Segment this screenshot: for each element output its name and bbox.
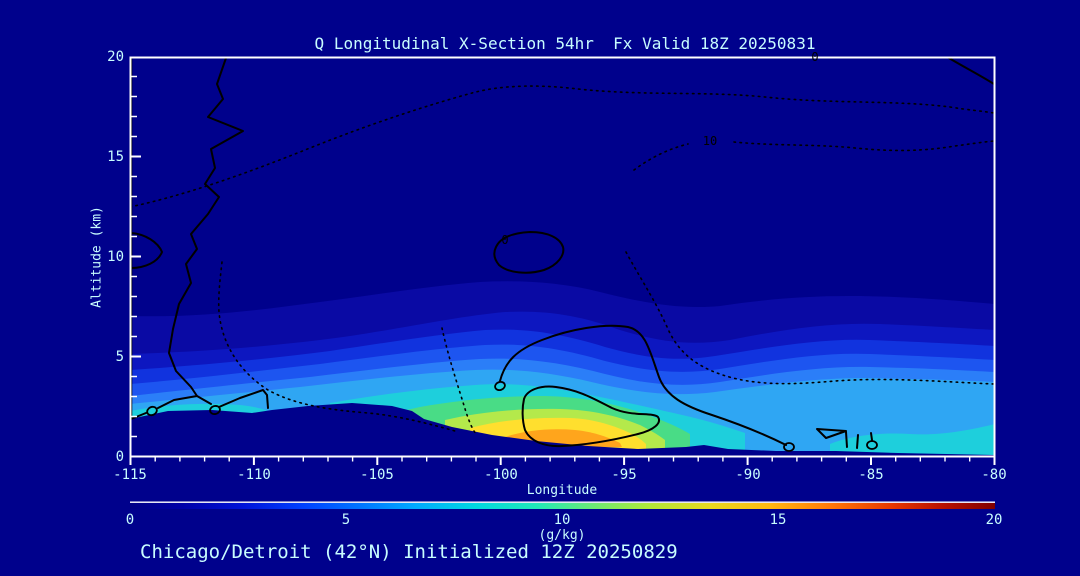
x-axis-label: Longitude	[526, 483, 598, 498]
x-tick--105: -105	[360, 467, 394, 483]
figure-caption: Chicago/Detroit (42°N) Initialized 12Z 2…	[140, 541, 678, 563]
contour-label-zero: 0	[501, 233, 509, 247]
x-tick--115: -115	[113, 467, 147, 483]
contour-label-ten: 10	[702, 134, 718, 148]
x-tick--95: -95	[611, 467, 637, 483]
colorbar-tick-0: 0	[125, 512, 135, 528]
y-tick-10: 10	[107, 249, 124, 265]
colorbar-tick-15: 15	[769, 512, 787, 528]
y-tick-5: 5	[115, 349, 124, 365]
y-tick-20: 20	[107, 49, 124, 65]
plot-title: Q Longitudinal X-Section 54hr Fx Valid 1…	[314, 34, 816, 53]
y-tick-0: 0	[115, 449, 124, 465]
y-axis-label: Altitude (km)	[89, 206, 105, 308]
x-tick--80: -80	[981, 467, 1007, 483]
colorbar-tick-5: 5	[341, 512, 351, 528]
colorbar-top-border	[130, 501, 995, 503]
dotted-contours	[130, 85, 995, 435]
x-tick--110: -110	[237, 467, 271, 483]
colorbar-units-label: (g/kg)	[538, 528, 586, 543]
y-minor-ticks	[130, 75, 137, 438]
colorbar	[130, 501, 995, 509]
x-tick--90: -90	[735, 467, 761, 483]
x-tick--85: -85	[858, 467, 884, 483]
filled-contour-layers	[130, 57, 995, 457]
colorbar-tick-10: 10	[553, 512, 571, 528]
contour-label-zero-top: 0	[811, 50, 819, 64]
x-minor-ticks	[154, 456, 971, 462]
colorbar-tick-20: 20	[985, 512, 1003, 528]
contour-zero-markers	[146, 380, 878, 452]
x-major-ticks	[129, 456, 996, 465]
y-tick-15: 15	[107, 149, 124, 165]
colorbar-gradient	[130, 503, 995, 509]
y-major-ticks	[130, 56, 141, 458]
x-tick--100: -100	[484, 467, 518, 483]
axis-frame	[129, 56, 996, 465]
terrain-profile	[130, 403, 994, 457]
